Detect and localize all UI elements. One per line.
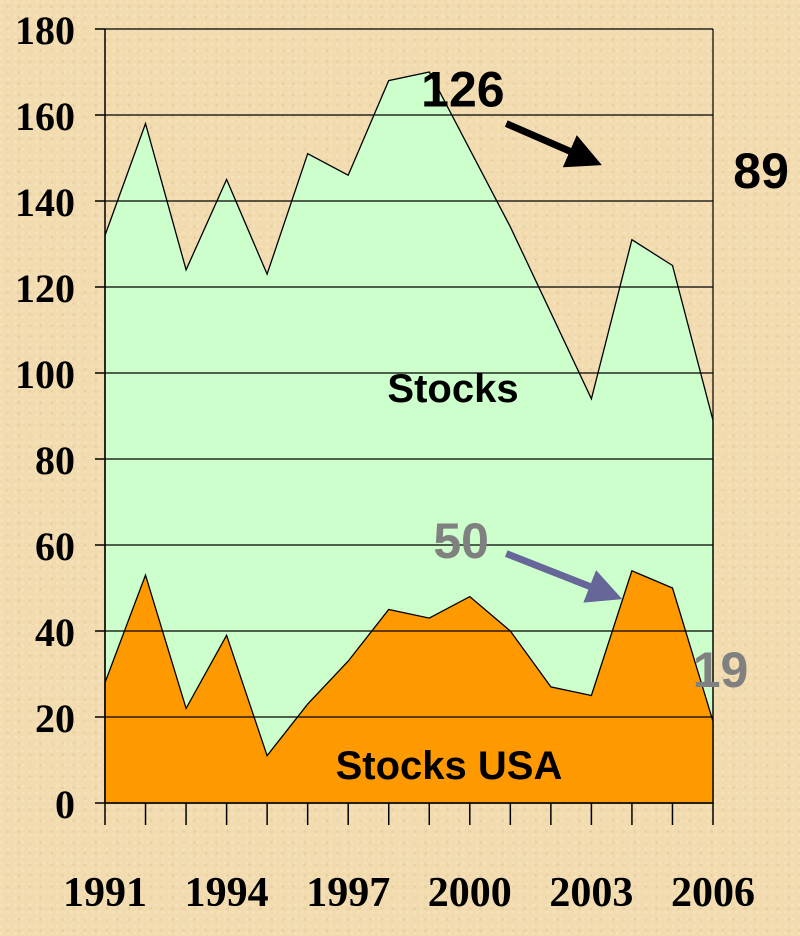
series-label-stocks-usa: Stocks USA bbox=[336, 744, 563, 788]
y-tick-label-140: 140 bbox=[15, 180, 75, 225]
area-series-stocks bbox=[104, 71, 714, 804]
x-tick-label-2006: 2006 bbox=[671, 870, 755, 916]
y-tick-label-20: 20 bbox=[35, 696, 75, 741]
plot-area bbox=[104, 71, 714, 804]
gridlines bbox=[105, 28, 713, 718]
annotation-value-126: 126 bbox=[421, 61, 504, 117]
annotation-value-89: 89 bbox=[733, 143, 789, 199]
y-tick-label-180: 180 bbox=[15, 8, 75, 53]
axes: 0 20 40 60 80 100 120 140 160 180 1991 1994 1997 2000… bbox=[15, 8, 755, 916]
x-tick-label-1991: 1991 bbox=[63, 870, 147, 916]
y-tick-label-80: 80 bbox=[35, 438, 75, 483]
y-tick-label-40: 40 bbox=[35, 610, 75, 655]
y-tick-label-160: 160 bbox=[15, 94, 75, 139]
y-tick-label-120: 120 bbox=[15, 266, 75, 311]
annotations: 126 89 50 19 bbox=[421, 61, 789, 698]
area-series-stocks-usa bbox=[104, 569, 714, 804]
x-tick-label-1997: 1997 bbox=[306, 870, 390, 916]
annotation-value-19: 19 bbox=[693, 642, 749, 698]
annotation-value-50: 50 bbox=[433, 513, 489, 569]
labels: Stocks Stocks USA bbox=[336, 367, 563, 788]
x-tick-label-2003: 2003 bbox=[549, 870, 633, 916]
x-tick-label-2000: 2000 bbox=[428, 870, 512, 916]
y-tick-label-100: 100 bbox=[15, 352, 75, 397]
y-tick-label-60: 60 bbox=[35, 524, 75, 569]
x-tick-label-1994: 1994 bbox=[185, 870, 269, 916]
annotation-arrow-50 bbox=[505, 550, 623, 603]
series-label-stocks: Stocks bbox=[387, 367, 518, 411]
annotation-arrow-126 bbox=[504, 120, 602, 168]
y-tick-label-0: 0 bbox=[55, 782, 75, 827]
